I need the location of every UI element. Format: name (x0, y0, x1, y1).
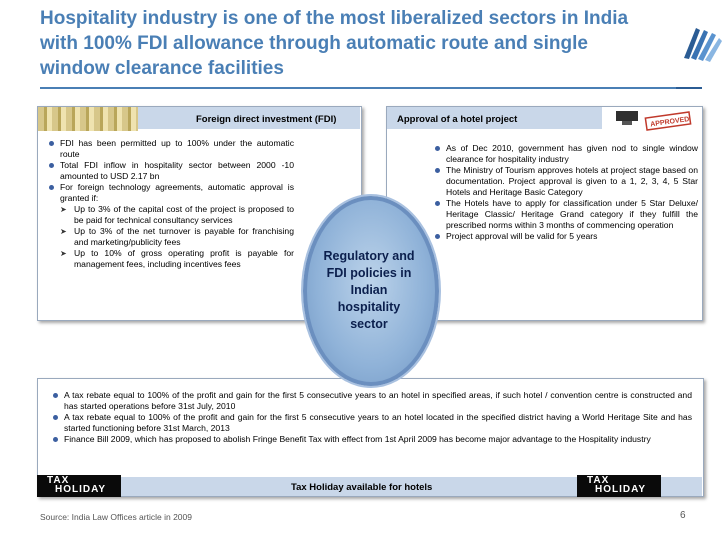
tax-bullet: Finance Bill 2009, which has proposed to… (52, 434, 692, 445)
approval-heading: Approval of a hotel project (397, 114, 518, 125)
company-logo-icon (684, 28, 722, 62)
center-ellipse (303, 196, 439, 386)
fdi-sub-bullet-text: Up to 10% of gross operating profit is p… (74, 248, 294, 269)
fdi-sub-bullet: ➤ Up to 10% of gross operating profit is … (48, 248, 294, 270)
tax-footer-text: Tax Holiday available for hotels (291, 482, 433, 493)
title-underline-accent (676, 87, 702, 89)
tax-footer-bar (37, 477, 702, 496)
approval-bullet-text: Project approval will be valid for 5 yea… (446, 231, 598, 241)
tax-bullet: A tax rebate equal to 100% of the profit… (52, 412, 692, 434)
fdi-bullet: Total FDI inflow in hospitality sector b… (48, 160, 294, 182)
fdi-bullet: For foreign technology agreements, autom… (48, 182, 294, 204)
tax-bullet-text: Finance Bill 2009, which has proposed to… (64, 434, 651, 444)
tax-content: A tax rebate equal to 100% of the profit… (52, 390, 692, 445)
fdi-bullet-text: Total FDI inflow in hospitality sector b… (60, 160, 294, 181)
approval-bullet-text: The Ministry of Tourism approves hotels … (446, 165, 698, 197)
tax-bullet-text: A tax rebate equal to 100% of the profit… (64, 412, 692, 433)
approval-bullet: As of Dec 2010, government has given nod… (434, 143, 698, 165)
badge-line2: HOLIDAY (55, 484, 107, 495)
bullet-dot-icon (435, 201, 440, 206)
approval-bullet: Project approval will be valid for 5 yea… (434, 231, 698, 242)
arrow-bullet-icon: ➤ (60, 205, 67, 214)
bullet-dot-icon (435, 168, 440, 173)
fdi-sub-bullet-text: Up to 3% of the capital cost of the proj… (74, 204, 294, 225)
approval-bullet: The Hotels have to apply for classificat… (434, 198, 698, 231)
approval-bullet-text: As of Dec 2010, government has given nod… (446, 143, 698, 164)
arrow-bullet-icon: ➤ (60, 249, 67, 258)
fdi-heading: Foreign direct investment (FDI) (196, 114, 337, 125)
bullet-dot-icon (53, 437, 58, 442)
bullet-dot-icon (49, 185, 54, 190)
tax-holiday-badge-right: TAX HOLIDAY (577, 475, 661, 497)
approval-bullet: The Ministry of Tourism approves hotels … (434, 165, 698, 198)
approval-bullet-text: The Hotels have to apply for classificat… (446, 198, 698, 230)
fdi-sub-bullet: ➤ Up to 3% of the capital cost of the pro… (48, 204, 294, 226)
page-number: 6 (680, 510, 686, 521)
money-icon (38, 107, 138, 131)
source-note: Source: India Law Offices article in 200… (40, 512, 192, 522)
bullet-dot-icon (435, 146, 440, 151)
badge-line1: TAX (587, 475, 610, 486)
fdi-bullet: FDI has been permitted up to 100% under … (48, 138, 294, 160)
slide-title: Hospitality industry is one of the most … (40, 8, 629, 79)
tax-bullet: A tax rebate equal to 100% of the profit… (52, 390, 692, 412)
fdi-sub-bullet: ➤ Up to 3% of the net turnover is payable… (48, 226, 294, 248)
approved-stamp-icon: APPROVED (602, 107, 701, 131)
bullet-dot-icon (49, 163, 54, 168)
approval-content: As of Dec 2010, government has given nod… (434, 143, 698, 242)
tax-holiday-badge-left: TAX HOLIDAY (37, 475, 121, 497)
tax-bullet-text: A tax rebate equal to 100% of the profit… (64, 390, 692, 411)
fdi-sub-bullet-text: Up to 3% of the net turnover is payable … (74, 226, 294, 247)
bullet-dot-icon (53, 415, 58, 420)
center-label: Regulatory and FDI policies in Indian ho… (323, 249, 415, 331)
badge-line2: HOLIDAY (595, 484, 647, 495)
title-underline (40, 87, 702, 89)
stamp-icon: APPROVED (616, 111, 692, 131)
fdi-bullet-text: FDI has been permitted up to 100% under … (60, 138, 294, 159)
arrow-bullet-icon: ➤ (60, 227, 67, 236)
bullet-dot-icon (53, 393, 58, 398)
bullet-dot-icon (435, 234, 440, 239)
bullet-dot-icon (49, 141, 54, 146)
fdi-bullet-text: For foreign technology agreements, autom… (60, 182, 294, 203)
badge-line1: TAX (47, 475, 70, 486)
fdi-content: FDI has been permitted up to 100% under … (48, 138, 294, 270)
